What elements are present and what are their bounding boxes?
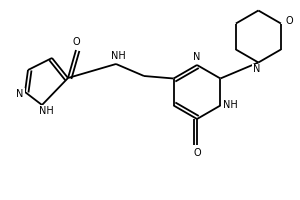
Text: N: N bbox=[253, 64, 260, 74]
Text: NH: NH bbox=[111, 51, 125, 61]
Text: O: O bbox=[285, 17, 293, 26]
Text: NH: NH bbox=[39, 106, 53, 116]
Text: NH: NH bbox=[223, 100, 238, 110]
Text: O: O bbox=[193, 148, 201, 158]
Text: N: N bbox=[16, 89, 24, 99]
Text: N: N bbox=[193, 52, 201, 62]
Text: O: O bbox=[72, 37, 80, 47]
